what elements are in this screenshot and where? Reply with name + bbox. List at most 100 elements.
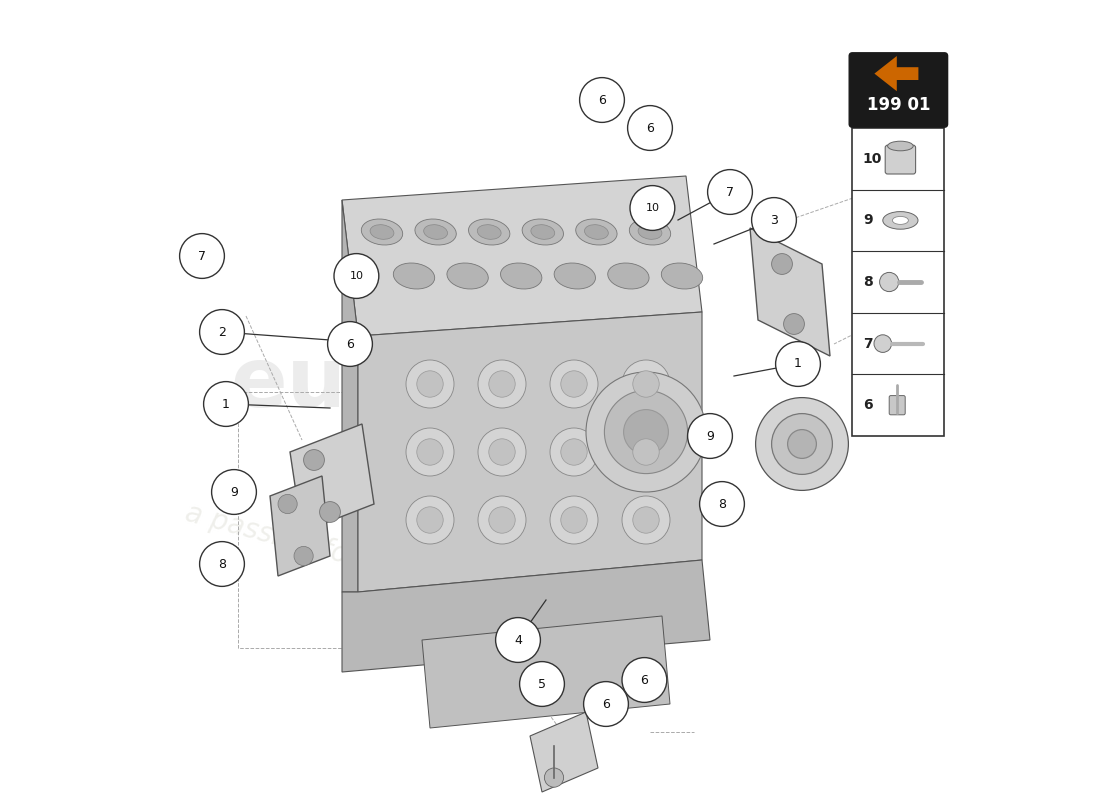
Circle shape <box>519 662 564 706</box>
Polygon shape <box>750 228 830 356</box>
Circle shape <box>874 334 892 352</box>
Text: 10: 10 <box>350 271 363 281</box>
Polygon shape <box>530 712 598 792</box>
Circle shape <box>700 482 745 526</box>
Ellipse shape <box>661 263 703 289</box>
Text: a passion for... since 1985: a passion for... since 1985 <box>182 499 540 621</box>
Ellipse shape <box>584 225 608 239</box>
Text: 6: 6 <box>640 674 648 686</box>
Circle shape <box>621 428 670 476</box>
Circle shape <box>204 382 249 426</box>
Circle shape <box>550 496 598 544</box>
Text: 7: 7 <box>726 186 734 198</box>
Circle shape <box>621 658 667 702</box>
Circle shape <box>880 272 899 291</box>
Circle shape <box>632 507 659 533</box>
Polygon shape <box>270 476 330 576</box>
Ellipse shape <box>469 219 510 245</box>
Circle shape <box>478 428 526 476</box>
Circle shape <box>621 360 670 408</box>
FancyBboxPatch shape <box>889 395 905 414</box>
Circle shape <box>604 390 688 474</box>
Ellipse shape <box>370 225 394 239</box>
Polygon shape <box>290 424 374 532</box>
Ellipse shape <box>629 219 671 245</box>
Text: euro: euro <box>230 343 444 425</box>
Circle shape <box>488 507 515 533</box>
Circle shape <box>561 370 587 397</box>
Text: 1: 1 <box>794 358 802 370</box>
Circle shape <box>406 428 454 476</box>
Circle shape <box>417 507 443 533</box>
Polygon shape <box>342 176 702 336</box>
Text: 6: 6 <box>602 698 609 710</box>
Ellipse shape <box>883 211 918 229</box>
Circle shape <box>406 496 454 544</box>
Text: 9: 9 <box>862 214 872 227</box>
Ellipse shape <box>892 216 909 224</box>
Text: 9: 9 <box>706 430 714 442</box>
Circle shape <box>621 496 670 544</box>
Circle shape <box>544 768 563 787</box>
Ellipse shape <box>607 263 649 289</box>
Circle shape <box>632 370 659 397</box>
Circle shape <box>478 360 526 408</box>
Text: 5: 5 <box>538 678 546 690</box>
Circle shape <box>550 428 598 476</box>
Circle shape <box>406 360 454 408</box>
Ellipse shape <box>575 219 617 245</box>
Text: 8: 8 <box>862 275 872 289</box>
Text: 6: 6 <box>346 338 354 350</box>
Text: 8: 8 <box>718 498 726 510</box>
Text: 10: 10 <box>862 152 882 166</box>
Circle shape <box>771 414 833 474</box>
Ellipse shape <box>554 263 595 289</box>
Circle shape <box>776 342 821 386</box>
Text: 9: 9 <box>230 486 238 498</box>
Circle shape <box>417 370 443 397</box>
Circle shape <box>199 542 244 586</box>
Ellipse shape <box>888 141 913 150</box>
Ellipse shape <box>424 225 448 239</box>
FancyBboxPatch shape <box>886 145 915 174</box>
Polygon shape <box>874 56 918 91</box>
Text: 2: 2 <box>218 326 226 338</box>
Ellipse shape <box>638 225 662 239</box>
Ellipse shape <box>447 263 488 289</box>
Circle shape <box>496 618 540 662</box>
Ellipse shape <box>415 219 456 245</box>
Polygon shape <box>342 200 358 592</box>
FancyBboxPatch shape <box>849 53 947 127</box>
Ellipse shape <box>531 225 554 239</box>
Text: 4: 4 <box>514 634 521 646</box>
Text: 199 01: 199 01 <box>867 96 931 114</box>
Ellipse shape <box>522 219 563 245</box>
Circle shape <box>179 234 224 278</box>
Text: 6: 6 <box>646 122 653 134</box>
Circle shape <box>294 546 313 566</box>
Circle shape <box>688 414 733 458</box>
Circle shape <box>630 186 674 230</box>
Circle shape <box>561 438 587 465</box>
Text: 1: 1 <box>222 398 230 410</box>
Circle shape <box>783 314 804 334</box>
Circle shape <box>417 438 443 465</box>
Circle shape <box>624 410 669 454</box>
Circle shape <box>488 438 515 465</box>
Circle shape <box>707 170 752 214</box>
Text: 3: 3 <box>770 214 778 226</box>
Circle shape <box>199 310 244 354</box>
Text: 8: 8 <box>218 558 226 570</box>
Circle shape <box>278 494 297 514</box>
Circle shape <box>334 254 378 298</box>
Ellipse shape <box>500 263 542 289</box>
Text: 10: 10 <box>646 203 659 213</box>
Circle shape <box>756 398 848 490</box>
Circle shape <box>304 450 324 470</box>
Circle shape <box>771 254 792 274</box>
Circle shape <box>488 370 515 397</box>
Polygon shape <box>342 560 710 672</box>
Circle shape <box>211 470 256 514</box>
Circle shape <box>328 322 373 366</box>
Circle shape <box>584 682 628 726</box>
